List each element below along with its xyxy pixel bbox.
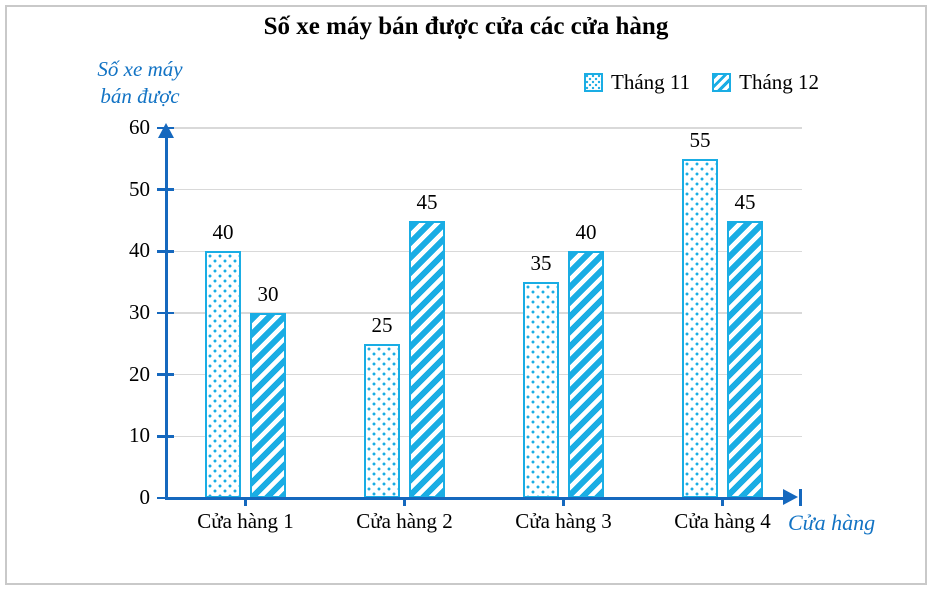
value-label: 45	[734, 189, 756, 214]
value-label: 45	[416, 189, 438, 214]
category-tick	[562, 498, 565, 506]
y-axis-title: Số xe máy bán được	[70, 56, 210, 110]
y-axis-line	[164, 138, 168, 500]
y-tick-label: 10	[129, 423, 150, 448]
legend-label-month-12: Tháng 12	[739, 70, 820, 94]
y-tick-label: 30	[129, 300, 150, 324]
category-label: Cửa hàng 3	[515, 509, 612, 533]
category-tick	[721, 498, 724, 506]
value-label: 35	[530, 251, 552, 276]
y-tick-label: 60	[129, 115, 150, 139]
chart-frame	[5, 5, 927, 585]
legend: Tháng 11 Tháng 12	[584, 70, 819, 95]
bar	[682, 158, 718, 498]
bar	[568, 251, 604, 498]
y-tick-label: 40	[129, 238, 150, 263]
bar	[523, 282, 559, 498]
x-axis-arrow-icon	[783, 488, 798, 505]
bar	[364, 343, 400, 498]
gridline	[166, 250, 802, 253]
x-axis-end-tick	[799, 489, 802, 506]
value-label: 55	[689, 127, 711, 152]
legend-item-month-12: Tháng 12	[712, 70, 819, 95]
bar	[250, 313, 286, 498]
category-label: Cửa hàng 1	[197, 509, 294, 533]
legend-swatch-dots-icon	[584, 73, 603, 92]
x-axis-line	[164, 496, 786, 500]
y-axis-arrow-icon	[158, 123, 174, 138]
legend-swatch-hatch-icon	[712, 73, 732, 92]
legend-item-month-11: Tháng 11	[584, 70, 690, 95]
y-tick-label: 50	[129, 176, 150, 201]
y-axis-title-line2: bán được	[100, 84, 180, 108]
bar	[727, 220, 763, 498]
value-label: 40	[575, 220, 597, 245]
category-label: Cửa hàng 4	[674, 509, 771, 533]
x-axis-title: Cửa hàng	[788, 510, 876, 535]
y-tick-label: 20	[129, 361, 150, 386]
category-label: Cửa hàng 2	[356, 509, 453, 533]
value-label: 25	[371, 312, 393, 337]
y-tick-label: 0	[139, 485, 151, 509]
bar	[409, 220, 445, 498]
bar	[205, 251, 241, 498]
gridline	[166, 373, 802, 376]
gridline	[166, 435, 802, 438]
legend-label-month-11: Tháng 11	[611, 70, 691, 94]
value-label: 30	[257, 282, 279, 306]
category-tick	[403, 498, 406, 506]
gridline	[166, 188, 802, 191]
category-tick	[244, 498, 247, 506]
gridline	[166, 127, 802, 129]
y-axis-title-line1: Số xe máy	[97, 57, 183, 81]
value-label: 40	[212, 220, 234, 245]
chart-title: Số xe máy bán được cửa các cửa hàng	[263, 13, 669, 40]
gridline	[166, 312, 802, 314]
